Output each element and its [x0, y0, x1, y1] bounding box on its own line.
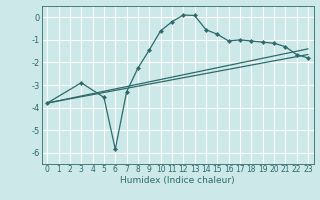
X-axis label: Humidex (Indice chaleur): Humidex (Indice chaleur): [120, 176, 235, 185]
